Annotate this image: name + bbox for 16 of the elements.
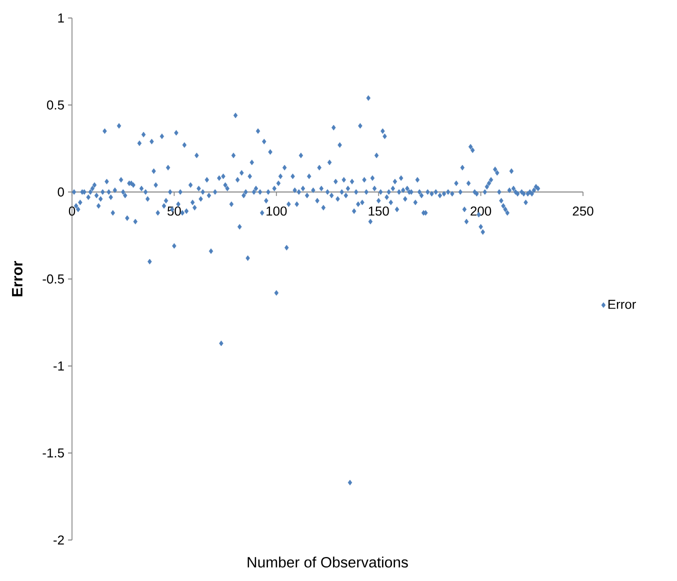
y-tick-label: 0.5 bbox=[46, 100, 64, 110]
y-tick-label: -2 bbox=[54, 535, 64, 545]
y-tick-label: -1.5 bbox=[42, 448, 64, 458]
legend-label: Error bbox=[608, 300, 636, 309]
x-tick-label: 0 bbox=[68, 206, 76, 216]
x-tick-label: 150 bbox=[368, 206, 389, 216]
x-tick-label: 100 bbox=[266, 206, 287, 216]
x-axis-title: Number of Observations bbox=[248, 556, 408, 568]
y-tick-label: -1 bbox=[54, 362, 64, 370]
y-axis-title: Error bbox=[12, 260, 22, 296]
x-tick-label: 50 bbox=[168, 206, 181, 216]
y-tick-label: -0.5 bbox=[42, 274, 64, 284]
y-tick-label: 1 bbox=[58, 14, 64, 22]
y-tick-label: 0 bbox=[58, 187, 64, 197]
x-tick-label: 200 bbox=[470, 206, 492, 216]
x-tick-label: 250 bbox=[572, 206, 594, 216]
